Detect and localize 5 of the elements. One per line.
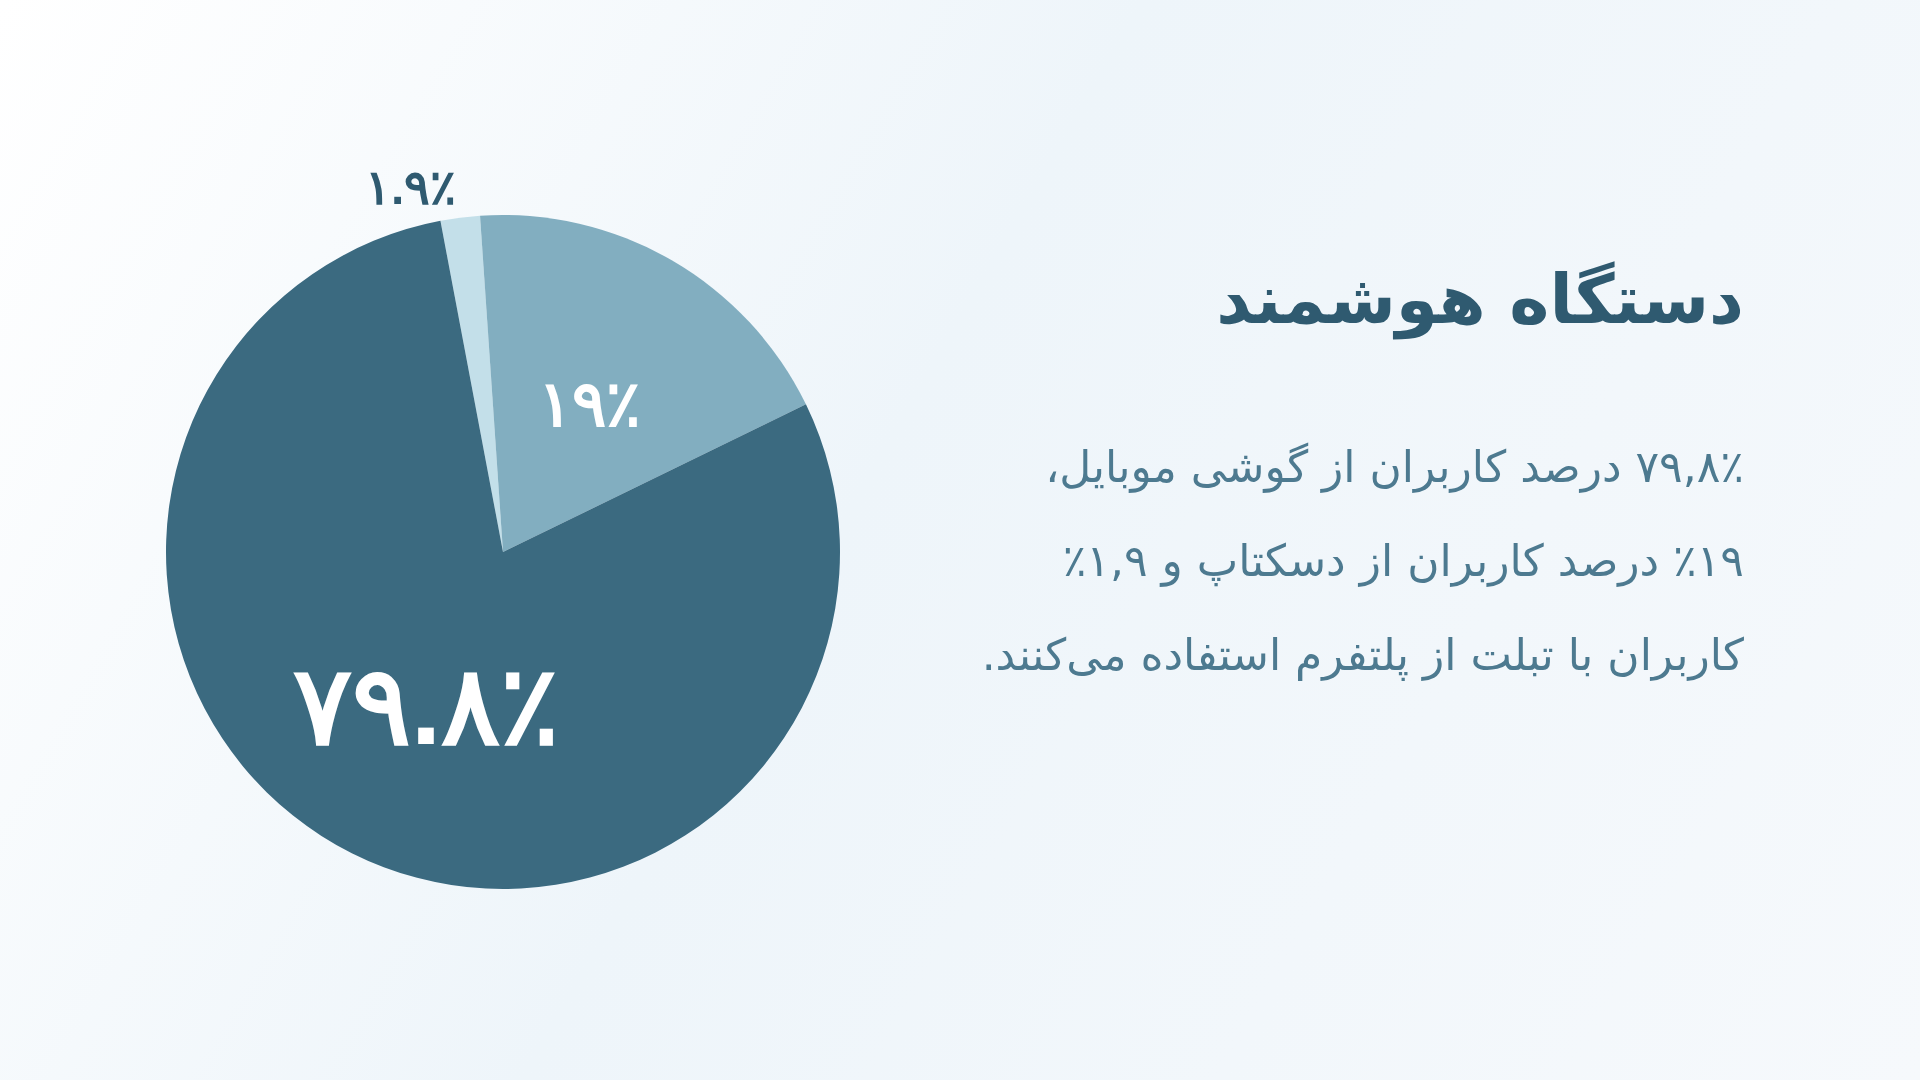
data-label: ۱.۹٪ — [365, 161, 457, 215]
text: ۷۹,۸٪ درصد کاربران از گوشی موبایل، ۱۹٪ درصد کاربران از دسکتاپ و ۱,۹٪ کاربران با تبلت از پلتفرم استفاده می‌کنند. — [980, 440, 1744, 683]
text: دستگاه هوشمند — [1215, 260, 1744, 339]
data-label: ۱۹٪ — [537, 367, 640, 440]
data-label: ۷۹.۸٪ — [292, 643, 560, 767]
